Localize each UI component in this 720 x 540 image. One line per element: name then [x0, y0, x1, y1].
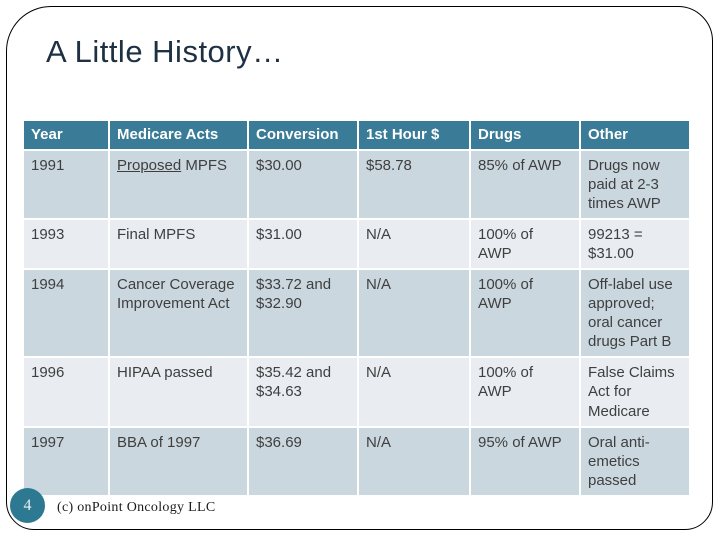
cell-drugs: 100% of AWP	[471, 270, 579, 357]
cell-conversion: $35.42 and $34.63	[249, 358, 357, 426]
table-header-row: Year Medicare Acts Conversion 1st Hour $…	[24, 121, 689, 149]
cell-drugs: 95% of AWP	[471, 427, 579, 495]
cell-1st-hour: N/A	[359, 427, 469, 495]
page-number: 4	[23, 496, 32, 514]
header-cell-year: Year	[24, 121, 108, 149]
cell-year: 1994	[24, 270, 108, 357]
table-row-1996: 1996 HIPAA passed $35.42 and $34.63 N/A …	[24, 358, 689, 426]
cell-medicare-acts: Final MPFS	[110, 220, 247, 269]
table-row-1997: 1997 BBA of 1997 $36.69 N/A 95% of AWP O…	[24, 427, 689, 495]
cell-medicare-acts: Proposed MPFS	[110, 151, 247, 219]
cell-conversion: $33.72 and $32.90	[249, 270, 357, 357]
header-cell-1st-hour: 1st Hour $	[359, 121, 469, 149]
copyright-footer: (c) onPoint Oncology LLC	[57, 500, 216, 515]
cell-1st-hour: N/A	[359, 358, 469, 426]
table-row-1991: 1991 Proposed MPFS $30.00 $58.78 85% of …	[24, 151, 689, 219]
header-cell-conversion: Conversion	[249, 121, 357, 149]
cell-other: Off-label use approved; oral cancer drug…	[581, 270, 689, 357]
cell-year: 1991	[24, 151, 108, 219]
cell-1st-hour: N/A	[359, 220, 469, 269]
cell-1st-hour: N/A	[359, 270, 469, 357]
cell-other: 99213 = $31.00	[581, 220, 689, 269]
cell-year: 1996	[24, 358, 108, 426]
cell-drugs: 100% of AWP	[471, 220, 579, 269]
header-cell-medicare-acts: Medicare Acts	[110, 121, 247, 149]
header-cell-drugs: Drugs	[471, 121, 579, 149]
cell-year: 1993	[24, 220, 108, 269]
cell-drugs: 100% of AWP	[471, 358, 579, 426]
cell-medicare-acts: Cancer Coverage Improvement Act	[110, 270, 247, 357]
cell-year: 1997	[24, 427, 108, 495]
table-row-1993: 1993 Final MPFS $31.00 N/A 100% of AWP 9…	[24, 220, 689, 269]
cell-other: Oral anti- emetics passed	[581, 427, 689, 495]
cell-1st-hour: $58.78	[359, 151, 469, 219]
cell-other: False Claims Act for Medicare	[581, 358, 689, 426]
cell-medicare-acts: BBA of 1997	[110, 427, 247, 495]
cell-other: Drugs now paid at 2-3 times AWP	[581, 151, 689, 219]
medicare-history-table: Year Medicare Acts Conversion 1st Hour $…	[22, 119, 691, 497]
cell-conversion: $31.00	[249, 220, 357, 269]
cell-conversion: $36.69	[249, 427, 357, 495]
cell-conversion: $30.00	[249, 151, 357, 219]
slide-title: A Little History…	[46, 34, 284, 69]
cell-medicare-acts: HIPAA passed	[110, 358, 247, 426]
page-number-badge: 4	[10, 488, 45, 523]
cell-drugs: 85% of AWP	[471, 151, 579, 219]
table-row-1994: 1994 Cancer Coverage Improvement Act $33…	[24, 270, 689, 357]
header-cell-other: Other	[581, 121, 689, 149]
